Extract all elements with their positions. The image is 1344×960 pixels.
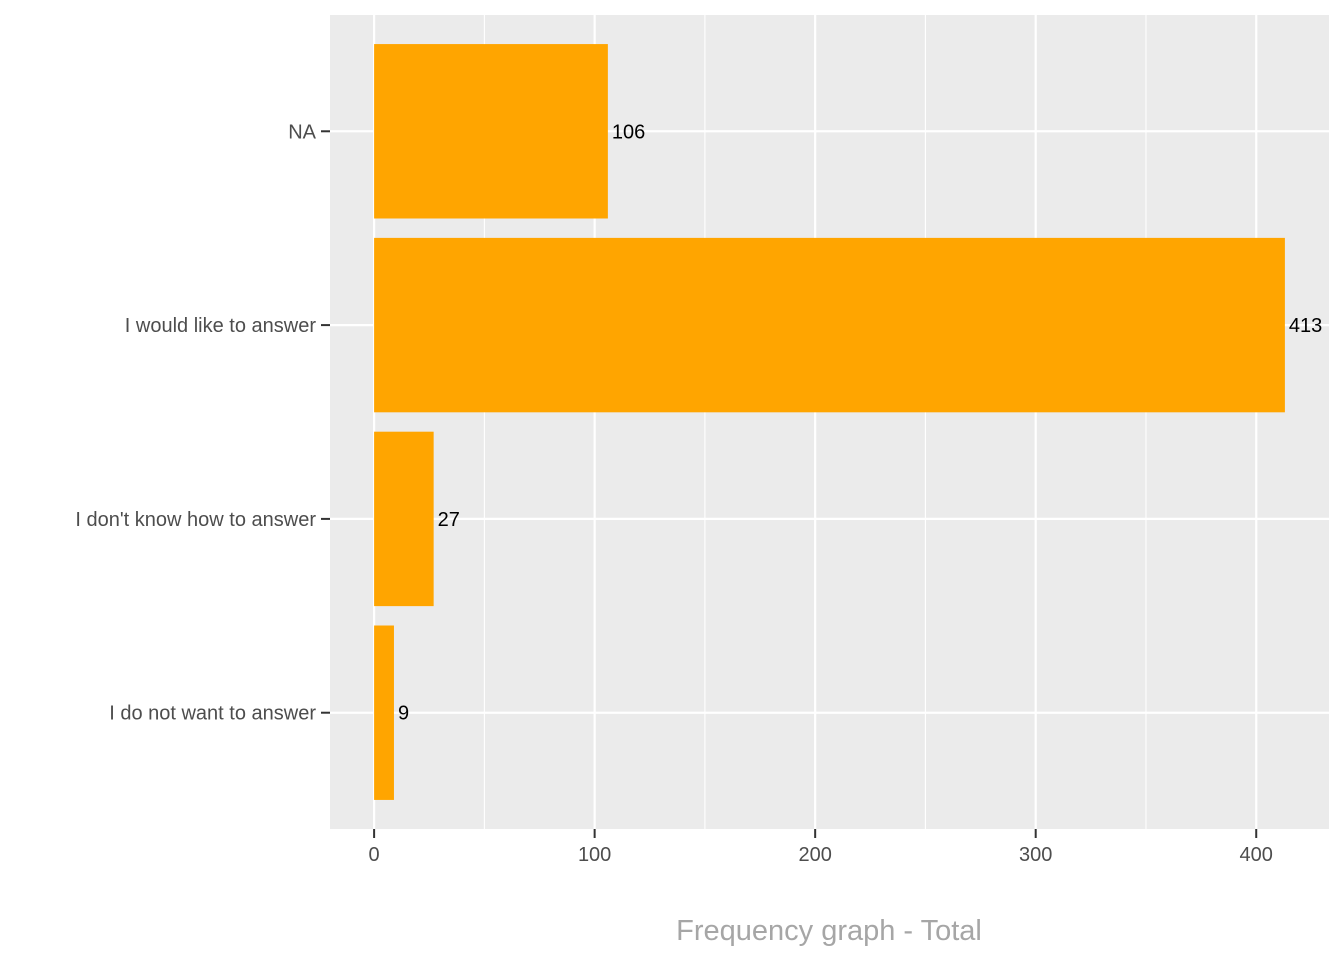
y-tick-label: I don't know how to answer [75, 509, 316, 531]
y-tick-label: I would like to answer [125, 315, 317, 337]
x-tick-label: 0 [369, 844, 380, 866]
x-tick-label: 300 [1019, 844, 1052, 866]
bar-value-label: 106 [612, 121, 645, 143]
bar [374, 44, 608, 219]
bar [374, 237, 1285, 413]
x-tick-label: 400 [1240, 844, 1273, 866]
bar-value-label: 9 [398, 703, 409, 725]
data-labels-group: 9 27 413 106 [398, 121, 1322, 724]
x-tick-label: 200 [798, 844, 831, 866]
bar [374, 625, 394, 800]
y-tick-label: NA [288, 121, 316, 143]
x-axis-title: Frequency graph - Total [676, 915, 982, 947]
x-tick-label: 100 [578, 844, 611, 866]
y-tick-label: I do not want to answer [109, 703, 316, 725]
bar-value-label: 413 [1289, 315, 1322, 337]
bar [374, 431, 434, 607]
bar-value-label: 27 [438, 509, 460, 531]
y-axis: I do not want to answer I don't know how … [75, 121, 330, 725]
x-axis: 0 100 200 300 400 [369, 829, 1273, 866]
bars-group [374, 44, 1285, 800]
